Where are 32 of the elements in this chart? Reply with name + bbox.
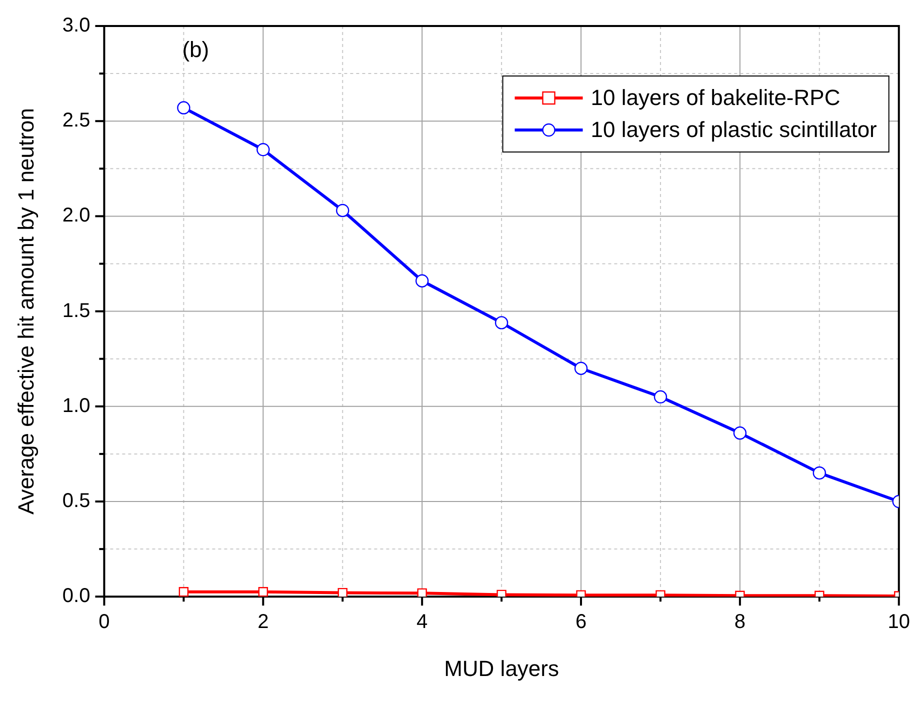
x-tick-label: 6 [575,611,587,634]
point [177,101,190,114]
point [574,362,588,375]
x-tick-label: 2 [258,611,269,634]
y-tick-label: 2.0 [62,204,90,227]
point [417,588,427,597]
x-tick-label: 10 [888,611,910,634]
y-tick-label: 0.5 [62,490,90,512]
point [494,316,508,330]
point [178,587,189,597]
y-tick-label: 2.5 [62,110,90,132]
point [336,204,350,218]
legend-label: 10 layers of plastic scintillator [590,117,877,142]
x-axis-title: MUD layers [444,656,559,681]
point [258,587,268,597]
point [256,143,270,156]
x-tick-label: 0 [98,611,110,634]
annotation: (b) [182,37,210,62]
point [733,426,747,440]
point [415,274,429,288]
text: 0.0 [62,585,90,608]
y-axis-title: Average effective hit amount by 1 neutron [13,108,38,515]
point [654,390,668,404]
legend-label: 10 layers of bakelite-RPC [590,85,840,110]
y-tick-label: 3.0 [62,14,90,37]
y-tick-label: 1.0 [62,394,90,417]
x-tick-label: 8 [734,611,746,634]
x-tick-label: 4 [416,611,428,634]
point [496,590,506,597]
point [338,588,348,597]
y-tick-label: 1.5 [62,300,90,322]
point [812,466,826,480]
